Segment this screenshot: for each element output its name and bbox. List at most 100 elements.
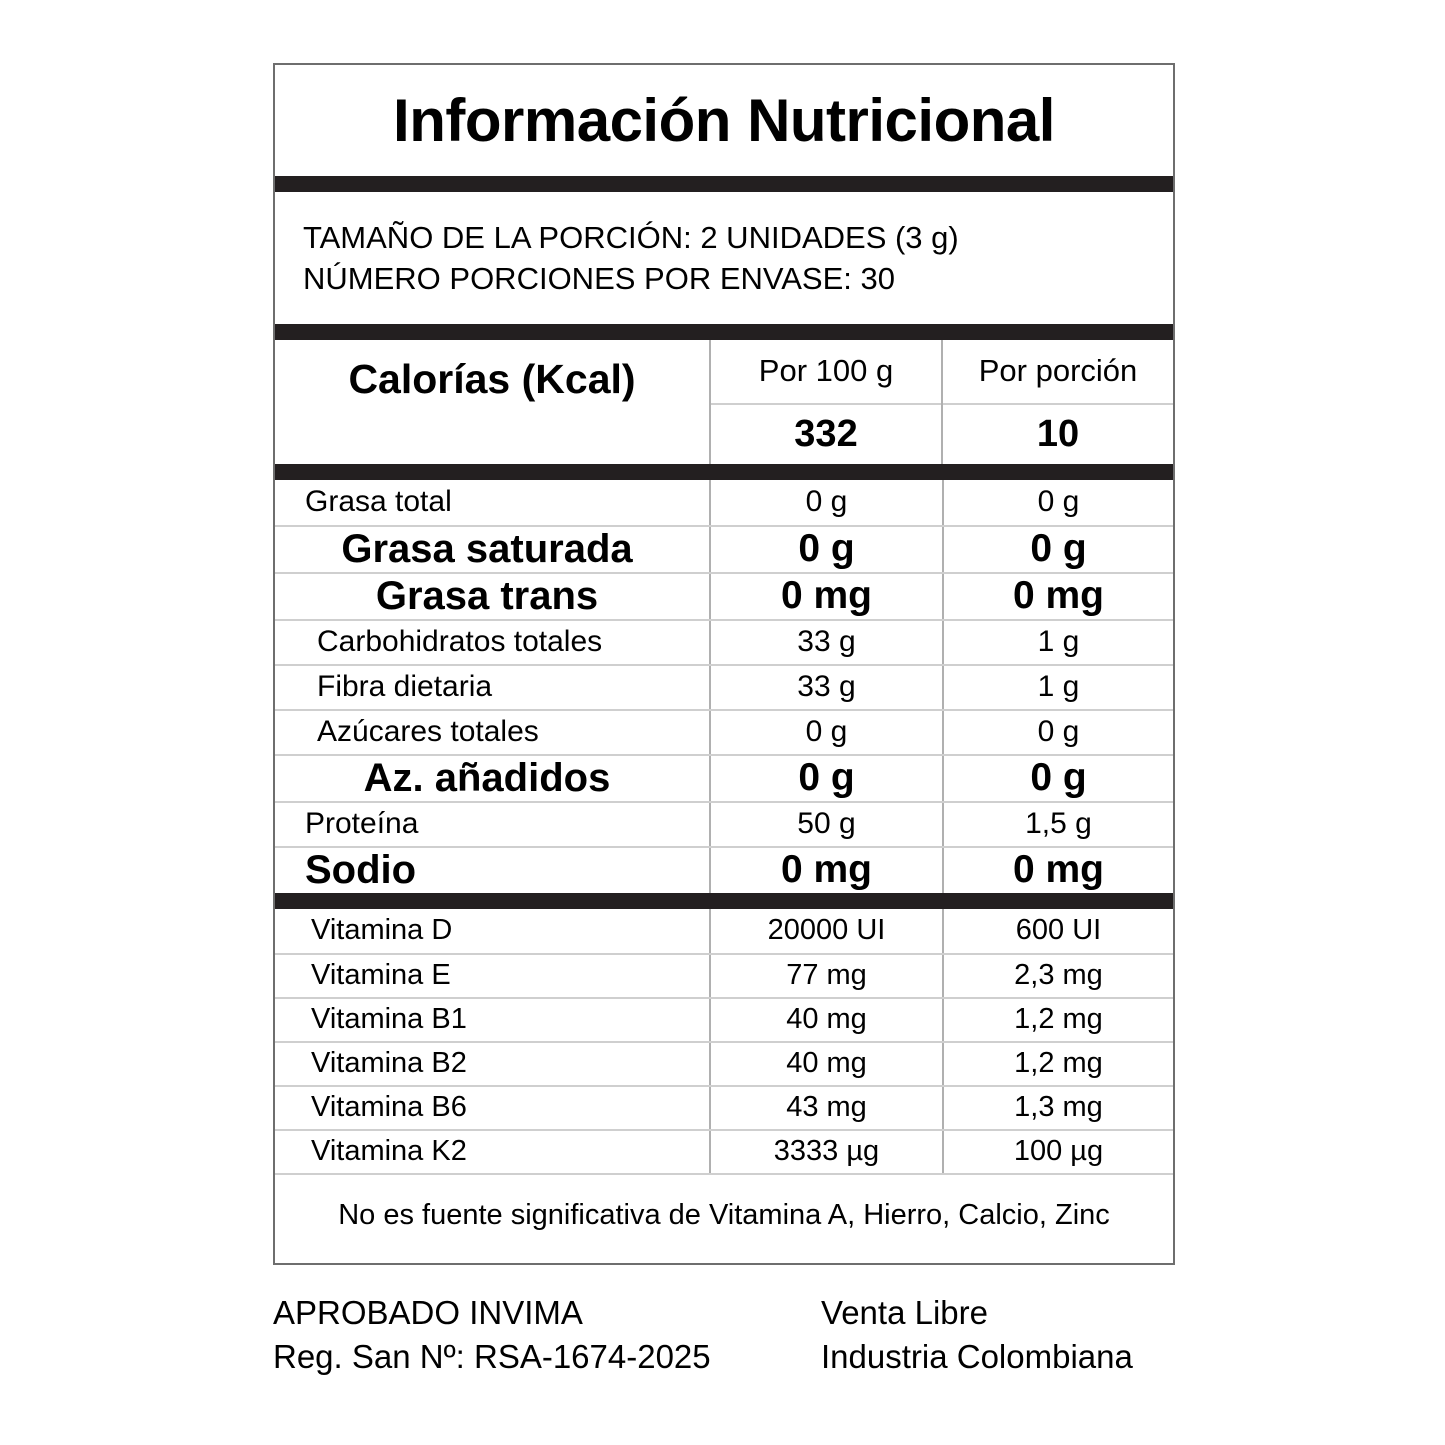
- table-row: Vitamina E 77 mg 2,3 mg: [275, 952, 1173, 997]
- vitamin-name-cell: Vitamina B6: [275, 1087, 709, 1129]
- calories-column-per-portion: Por porción 10: [941, 339, 1173, 464]
- nutrient-per-portion: 0 g: [1030, 527, 1087, 571]
- nutrient-name-cell: Az. añadidos: [275, 756, 709, 801]
- table-row: Az. añadidos 0 g 0 g: [275, 753, 1173, 801]
- regulatory-left-column: APROBADO INVIMA Reg. San Nº: RSA-1674-20…: [273, 1291, 821, 1379]
- vitamin-name-cell: Vitamina E: [275, 955, 709, 997]
- nutrient-per-100g: 0 g: [798, 527, 855, 571]
- nutrient-name: Azúcares totales: [317, 715, 539, 749]
- vitamin-per-portion: 1,2 mg: [1014, 1003, 1103, 1036]
- calories-column-per-100g: Por 100 g 332: [709, 339, 941, 464]
- nutrient-per-portion: 0 mg: [1012, 848, 1105, 892]
- nutrient-per-portion-cell: 0 g: [942, 710, 1173, 754]
- not-significant-source-note: No es fuente significativa de Vitamina A…: [275, 1172, 1173, 1257]
- nutrient-name-cell: Sodio: [275, 848, 709, 893]
- nutrient-name-cell: Carbohidratos totales: [275, 621, 709, 664]
- vitamin-name: Vitamina E: [311, 959, 451, 992]
- vitamin-per-100g: 40 mg: [786, 1003, 867, 1036]
- nutrient-name-cell: Grasa total: [275, 480, 709, 525]
- sale-type: Venta Libre: [821, 1294, 988, 1331]
- nutrient-per-100g-cell: 50 g: [709, 802, 942, 846]
- divider-thick-above-calories: [275, 323, 1173, 340]
- servings-per-container-line: NÚMERO PORCIONES POR ENVASE: 30: [303, 260, 895, 296]
- vitamin-per-100g-cell: 40 mg: [709, 998, 942, 1041]
- nutrient-name: Grasa total: [305, 485, 452, 519]
- vitamin-name: Vitamina B2: [311, 1047, 467, 1080]
- nutrient-name-cell: Grasa trans: [275, 574, 709, 619]
- nutrient-per-portion: 0 g: [1030, 756, 1087, 800]
- vitamin-per-100g-cell: 3333 µg: [709, 1130, 942, 1173]
- column-header-per-portion: Por porción: [978, 353, 1138, 389]
- table-row: Vitamina B6 43 mg 1,3 mg: [275, 1084, 1173, 1129]
- nutrient-per-100g-cell: 0 g: [709, 710, 942, 754]
- table-row: Vitamina B2 40 mg 1,2 mg: [275, 1040, 1173, 1085]
- vitamin-per-portion-cell: 1,2 mg: [942, 998, 1173, 1041]
- nutrient-name: Carbohidratos totales: [317, 625, 603, 659]
- calories-title: Calorías (Kcal): [348, 355, 636, 402]
- nutrient-per-portion-cell: 0 g: [942, 526, 1173, 572]
- calories-value-per-portion: 10: [943, 402, 1173, 464]
- nutrient-per-portion-cell: 0 mg: [942, 847, 1173, 893]
- vitamin-per-100g: 3333 µg: [773, 1135, 880, 1168]
- vitamin-per-portion: 100 µg: [1013, 1135, 1104, 1168]
- vitamin-name: Vitamina B6: [311, 1091, 467, 1124]
- divider-thick-above-nutrients: [275, 463, 1173, 480]
- nutrient-name: Proteína: [305, 807, 419, 841]
- nutrient-per-100g-cell: 0 mg: [709, 847, 942, 893]
- invima-approval: APROBADO INVIMA: [273, 1294, 583, 1331]
- divider-thick-above-vitamins: [275, 892, 1173, 909]
- vitamin-per-100g-cell: 77 mg: [709, 954, 942, 997]
- nutrient-per-100g: 0 g: [805, 715, 848, 749]
- nutrient-per-100g: 0 g: [798, 756, 855, 800]
- vitamin-name-cell: Vitamina K2: [275, 1131, 709, 1173]
- calories-values: Por 100 g 332 Por porción 10: [709, 339, 1173, 464]
- nutrient-per-100g: 0 g: [805, 485, 848, 519]
- nutrient-per-portion: 0 mg: [1012, 574, 1105, 618]
- column-header-per-100g: Por 100 g: [758, 353, 894, 389]
- nutrient-name: Fibra dietaria: [317, 670, 493, 704]
- nutrient-per-100g: 0 mg: [780, 574, 873, 618]
- calories-section: Calorías (Kcal) Por 100 g 332 Por porció…: [275, 339, 1173, 464]
- table-row: Carbohidratos totales 33 g 1 g: [275, 618, 1173, 664]
- vitamin-per-100g: 77 mg: [786, 959, 867, 992]
- nutrient-per-100g-cell: 0 g: [709, 479, 942, 525]
- nutrient-per-100g: 33 g: [797, 670, 856, 704]
- nutrient-per-100g-cell: 0 mg: [709, 573, 942, 619]
- sanitary-registration-number: Reg. San Nº: RSA-1674-2025: [273, 1337, 711, 1375]
- vitamin-name: Vitamina D: [311, 914, 453, 947]
- vitamin-per-portion-cell: 100 µg: [942, 1130, 1173, 1173]
- vitamin-per-100g-cell: 20000 UI: [709, 908, 942, 953]
- vitamin-name: Vitamina K2: [311, 1135, 467, 1168]
- table-row: Azúcares totales 0 g 0 g: [275, 708, 1173, 754]
- vitamin-per-100g-cell: 43 mg: [709, 1086, 942, 1129]
- vitamin-per-portion-cell: 1,3 mg: [942, 1086, 1173, 1129]
- nutrient-name-cell: Grasa saturada: [275, 527, 709, 572]
- nutrient-per-100g-cell: 33 g: [709, 665, 942, 709]
- page-title: Información Nutricional: [393, 86, 1055, 154]
- nutrient-per-100g: 50 g: [797, 807, 856, 841]
- vitamins-table: Vitamina D 20000 UI 600 UI Vitamina E 77…: [275, 908, 1173, 1173]
- nutrient-per-portion-cell: 1,5 g: [942, 802, 1173, 846]
- regulatory-information: APROBADO INVIMA Reg. San Nº: RSA-1674-20…: [273, 1291, 1203, 1379]
- label-title-area: Información Nutricional: [275, 65, 1173, 176]
- nutrient-per-portion: 1,5 g: [1025, 807, 1092, 841]
- nutrient-name: Sodio: [305, 847, 417, 892]
- nutrient-per-portion-cell: 0 g: [942, 479, 1173, 525]
- table-row: Grasa total 0 g 0 g: [275, 479, 1173, 525]
- vitamin-per-portion-cell: 600 UI: [942, 908, 1173, 953]
- vitamin-per-100g: 40 mg: [786, 1047, 867, 1080]
- table-row: Vitamina K2 3333 µg 100 µg: [275, 1128, 1173, 1173]
- nutrient-name: Grasa trans: [375, 573, 599, 618]
- nutrient-name-cell: Azúcares totales: [275, 711, 709, 754]
- vitamin-per-100g-cell: 40 mg: [709, 1042, 942, 1085]
- country-of-origin: Industria Colombiana: [821, 1337, 1133, 1375]
- vitamin-per-100g: 43 mg: [786, 1091, 867, 1124]
- vitamin-per-portion: 600 UI: [1015, 914, 1102, 947]
- vitamin-name-cell: Vitamina B1: [275, 999, 709, 1041]
- vitamin-per-100g: 20000 UI: [767, 914, 886, 947]
- nutrient-name: Grasa saturada: [341, 526, 633, 571]
- table-row: Sodio 0 mg 0 mg: [275, 845, 1173, 893]
- nutrients-table: Grasa total 0 g 0 g Grasa saturada 0 g 0…: [275, 479, 1173, 893]
- nutrient-per-portion: 0 g: [1037, 485, 1080, 519]
